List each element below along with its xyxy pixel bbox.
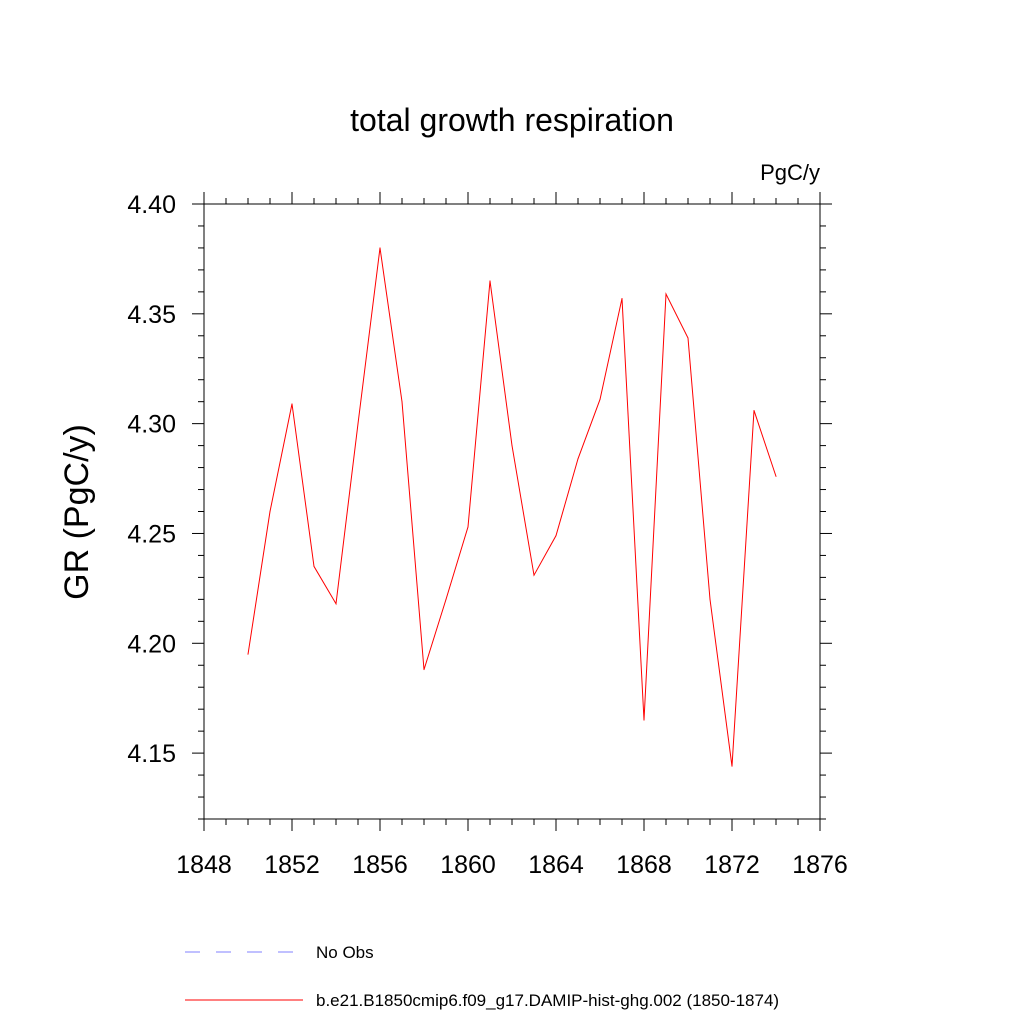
x-tick-label: 1872 xyxy=(704,851,760,879)
data-point xyxy=(533,574,535,576)
data-point xyxy=(357,423,359,425)
data-point xyxy=(555,535,557,537)
x-tick-label: 1852 xyxy=(264,851,320,879)
y-tick-label: 4.25 xyxy=(127,520,176,548)
x-tick-label: 1856 xyxy=(352,851,408,879)
data-point xyxy=(621,297,623,299)
data-point xyxy=(379,247,381,249)
legend-label-model: b.e21.B1850cmip6.f09_g17.DAMIP-hist-ghg.… xyxy=(316,991,779,1010)
series-layer xyxy=(247,247,777,767)
data-point xyxy=(599,398,601,400)
y-axis-label: GR (PgC/y) xyxy=(58,424,96,600)
data-point xyxy=(445,598,447,600)
x-tick-label: 1848 xyxy=(176,851,232,879)
x-tick-label: 1868 xyxy=(616,851,672,879)
x-tick-label: 1860 xyxy=(440,851,496,879)
series-line-0 xyxy=(247,247,777,767)
legend-label-no-obs: No Obs xyxy=(316,943,374,962)
plot-frame xyxy=(203,203,821,820)
data-point xyxy=(401,401,403,403)
y-tick-label: 4.40 xyxy=(127,191,176,219)
axes-group: 1848 1852 1856 1860 1864 1868 1872 1876 4.15 4.20… xyxy=(127,191,847,879)
data-point xyxy=(665,293,667,295)
legend: No Obs b.e21.B1850cmip6.f09_g17.DAMIP-hi… xyxy=(185,943,779,1010)
data-point xyxy=(731,765,733,767)
data-point xyxy=(269,511,271,512)
data-point xyxy=(577,458,579,460)
data-point xyxy=(423,669,425,671)
data-point xyxy=(709,598,711,600)
data-point xyxy=(643,719,645,721)
data-point xyxy=(467,526,469,528)
x-tick-label: 1876 xyxy=(792,851,848,879)
chart-title: total growth respiration xyxy=(350,102,674,138)
data-point xyxy=(489,280,491,282)
units-label: PgC/y xyxy=(760,160,820,185)
data-point xyxy=(335,603,337,605)
data-point xyxy=(753,409,755,411)
y-tick-label: 4.20 xyxy=(127,630,176,658)
data-point xyxy=(511,445,513,447)
y-tick-label: 4.15 xyxy=(127,740,176,768)
x-tick-label: 1864 xyxy=(528,851,584,879)
data-point xyxy=(687,337,689,339)
data-point xyxy=(247,653,249,655)
data-point xyxy=(291,403,293,405)
y-tick-label: 4.35 xyxy=(127,301,176,329)
y-tick-label: 4.30 xyxy=(127,411,176,439)
data-point xyxy=(775,475,777,477)
data-point xyxy=(313,565,315,567)
